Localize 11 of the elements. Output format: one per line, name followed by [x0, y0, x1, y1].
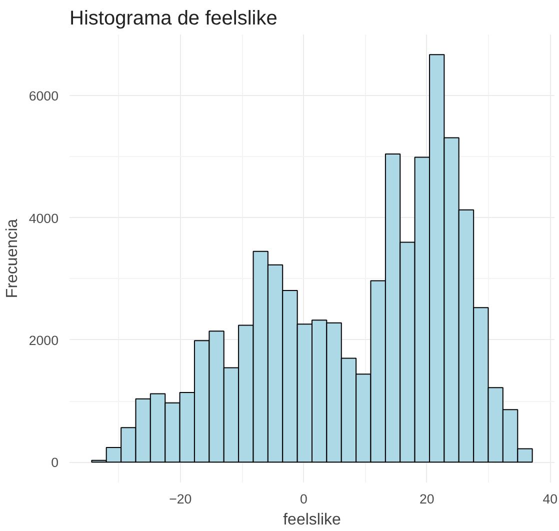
y-axis-title: Frecuencia — [4, 218, 21, 298]
chart-title: Histograma de feelslike — [70, 8, 278, 30]
y-tick-label: 4000 — [28, 210, 59, 226]
y-tick-label: 6000 — [28, 88, 59, 104]
x-tick-label: 40 — [542, 492, 558, 506]
x-axis-title: feelslike — [283, 512, 342, 528]
x-tick-label: 0 — [300, 492, 308, 506]
x-tick-label: 20 — [420, 492, 434, 506]
y-tick-label: 0 — [51, 455, 59, 470]
x-tick-label: −20 — [169, 492, 192, 506]
y-tick-label: 2000 — [28, 332, 59, 348]
